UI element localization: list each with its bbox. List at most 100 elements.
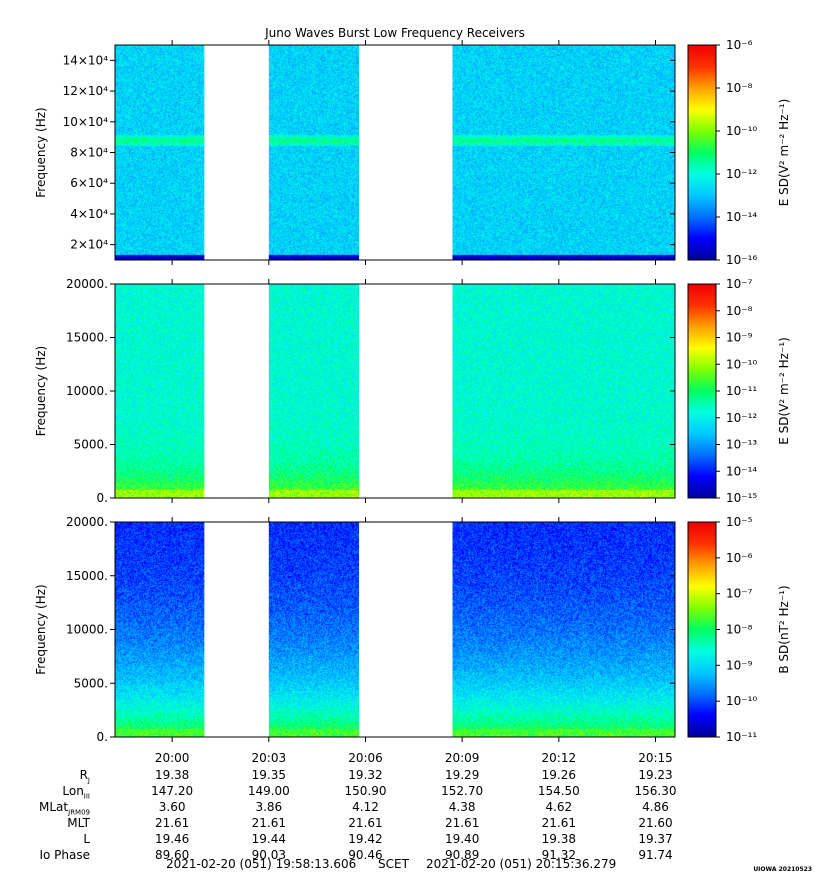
data-block xyxy=(115,522,205,737)
x-tick-label: 20:09 xyxy=(445,751,480,765)
ephemeris-value: 19.38 xyxy=(541,832,576,846)
ephemeris-value: 19.38 xyxy=(154,768,190,782)
footer-start-time: 2021-02-20 (051) 19:58:13.606 xyxy=(166,857,357,871)
ephemeris-value: 19.26 xyxy=(541,768,576,782)
y-tick-label: 5000. xyxy=(74,438,108,452)
ephemeris-label: L xyxy=(83,832,90,846)
colorbar-tick-label: 10⁻⁸ xyxy=(726,304,753,318)
colorbar xyxy=(687,44,717,261)
y-axis-label: Frequency (Hz) xyxy=(34,346,48,437)
colorbar-tick-label: 10⁻¹⁰ xyxy=(726,694,757,708)
y-axis-label: Frequency (Hz) xyxy=(34,107,48,198)
y-tick-label: 5000. xyxy=(74,676,108,690)
ephemeris-value: 21.60 xyxy=(638,816,673,830)
y-tick-label: 0. xyxy=(97,730,108,744)
panels-group: 2×10⁴ 4×10⁴ 6×10⁴ 8×10⁴ 10×10⁴ 12×10⁴ 14×10⁴ Fr… xyxy=(34,38,791,765)
colorbar xyxy=(687,521,717,738)
y-tick-label: 12×10⁴ xyxy=(63,84,109,98)
ephemeris-value: 21.61 xyxy=(251,816,286,830)
ephemeris-value: 91.32 xyxy=(541,848,576,862)
ephemeris-value: 89.60 xyxy=(154,848,190,862)
colorbar-tick-label: 10⁻¹⁰ xyxy=(726,357,757,371)
x-tick-label: 20:06 xyxy=(348,751,383,765)
x-tick-label: 20:03 xyxy=(252,751,287,765)
y-tick-label: 20000. xyxy=(66,515,108,529)
colorbar-tick-label: 10⁻⁹ xyxy=(726,331,753,345)
ephemeris-value: 152.70 xyxy=(441,784,484,798)
ephemeris-label: LonIII xyxy=(62,784,90,801)
x-tick-label: 20:12 xyxy=(542,751,577,765)
y-tick-label: 8×10⁴ xyxy=(70,146,108,160)
data-block xyxy=(268,45,360,260)
ephemeris-value: 19.32 xyxy=(348,768,383,782)
ephemeris-value: 19.35 xyxy=(251,768,286,782)
colorbar-tick-label: 10⁻⁸ xyxy=(726,81,753,95)
colorbar-tick-label: 10⁻¹² xyxy=(726,411,757,425)
y-tick-label: 20000. xyxy=(66,277,108,291)
data-block xyxy=(452,45,675,260)
ephemeris-value: 4.12 xyxy=(352,800,379,814)
colorbar-tick-label: 10⁻¹⁴ xyxy=(726,210,757,224)
y-tick-label: 10×10⁴ xyxy=(63,115,109,129)
y-tick-label: 0. xyxy=(97,491,108,505)
colorbar-tick-label: 10⁻⁹ xyxy=(726,658,753,672)
data-block xyxy=(115,45,205,260)
ephemeris-value: 21.61 xyxy=(348,816,383,830)
colorbar-tick-label: 10⁻⁶ xyxy=(726,38,753,52)
ephemeris-value: 19.40 xyxy=(444,832,480,846)
data-block xyxy=(115,284,205,498)
x-tick-label: 20:15 xyxy=(638,751,673,765)
ephemeris-label: Io Phase xyxy=(39,848,90,862)
ephemeris-value: 154.50 xyxy=(537,784,580,798)
ephemeris-value: 19.44 xyxy=(251,832,286,846)
ephemeris-value: 147.20 xyxy=(151,784,194,798)
colorbar-tick-label: 10⁻¹⁶ xyxy=(726,253,757,267)
processing-stamp: UIOWA 20210523 xyxy=(753,866,812,873)
ephemeris-value: 4.38 xyxy=(448,800,476,814)
spectrogram-panel-2: 0. 5000. 10000. 15000. 20000. Frequency (Hz) 1… xyxy=(34,277,791,505)
colorbar-tick-label: 10⁻¹³ xyxy=(726,438,757,452)
data-block xyxy=(452,522,675,737)
ephemeris-value: 90.46 xyxy=(348,848,383,862)
ephemeris-value: 90.03 xyxy=(251,848,286,862)
colorbar-label: E SD(V² m⁻² Hz⁻¹) xyxy=(777,99,791,207)
ephemeris-value: 19.23 xyxy=(638,768,673,782)
y-tick-label: 10000. xyxy=(66,384,108,398)
colorbar-tick-label: 10⁻⁵ xyxy=(726,515,753,529)
data-block xyxy=(452,284,675,498)
ephemeris-value: 90.89 xyxy=(444,848,480,862)
colorbar-tick-label: 10⁻⁷ xyxy=(726,277,753,291)
colorbar-label: E SD(V² m⁻² Hz⁻¹) xyxy=(777,337,791,445)
ephemeris-label: MLatJRM09 xyxy=(39,800,90,817)
colorbar-tick-label: 10⁻⁶ xyxy=(726,551,753,565)
colorbar-tick-label: 10⁻¹⁰ xyxy=(726,124,757,138)
ephemeris-value: 156.30 xyxy=(634,784,677,798)
colorbar-tick-label: 10⁻¹¹ xyxy=(726,730,757,744)
spectrogram-panel-3: 0. 5000. 10000. 15000. 20000. Frequency (Hz) 1… xyxy=(34,515,791,744)
y-tick-label: 14×10⁴ xyxy=(63,53,109,67)
y-tick-label: 15000. xyxy=(66,331,108,345)
colorbar-label: B SD(nT² Hz⁻¹) xyxy=(777,585,791,673)
ephemeris-value: 91.74 xyxy=(638,848,673,862)
colorbar xyxy=(687,283,717,499)
ephemeris-label: RJ xyxy=(79,768,90,785)
ephemeris-value: 4.62 xyxy=(545,800,573,814)
y-tick-label: 15000. xyxy=(66,569,108,583)
colorbar-tick-label: 10⁻¹⁴ xyxy=(726,464,757,478)
ephemeris-value: 149.00 xyxy=(247,784,290,798)
ephemeris-value: 21.61 xyxy=(541,816,576,830)
ephemeris-value: 4.86 xyxy=(642,800,669,814)
ephemeris-value: 19.42 xyxy=(348,832,383,846)
spectrogram-panel-1: 2×10⁴ 4×10⁴ 6×10⁴ 8×10⁴ 10×10⁴ 12×10⁴ 14×10⁴ Fr… xyxy=(34,38,791,267)
ephemeris-value: 19.37 xyxy=(638,832,673,846)
y-axis-label: Frequency (Hz) xyxy=(34,584,48,675)
colorbar-tick-label: 10⁻¹¹ xyxy=(726,384,757,398)
colorbar-tick-label: 10⁻⁷ xyxy=(726,587,753,601)
figure-title: Juno Waves Burst Low Frequency Receivers xyxy=(264,26,525,40)
ephemeris-value: 3.60 xyxy=(158,800,186,814)
ephemeris-value: 19.46 xyxy=(154,832,190,846)
data-block xyxy=(268,522,360,737)
ephemeris-value: 21.61 xyxy=(444,816,480,830)
y-tick-label: 10000. xyxy=(66,623,108,637)
